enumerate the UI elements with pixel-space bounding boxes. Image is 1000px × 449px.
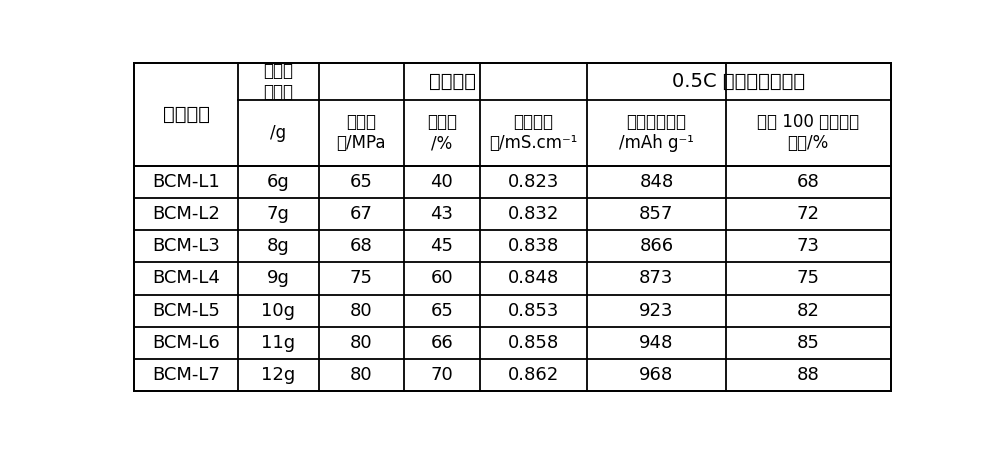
Text: 隔膜名称: 隔膜名称 <box>163 105 210 124</box>
Text: 948: 948 <box>639 334 674 352</box>
Text: 72: 72 <box>797 205 820 223</box>
Text: 离子电导
率/mS.cm⁻¹: 离子电导 率/mS.cm⁻¹ <box>489 114 578 152</box>
Text: 60: 60 <box>431 269 453 287</box>
Text: 85: 85 <box>797 334 820 352</box>
Text: 12g: 12g <box>261 366 295 384</box>
Text: BCM-L7: BCM-L7 <box>152 366 220 384</box>
Text: 0.838: 0.838 <box>508 238 559 255</box>
Text: 11g: 11g <box>261 334 295 352</box>
Text: 43: 43 <box>430 205 453 223</box>
Text: 40: 40 <box>430 173 453 191</box>
Text: BCM-L1: BCM-L1 <box>152 173 220 191</box>
Text: 8g: 8g <box>267 238 290 255</box>
Text: 0.5C 倍率下电池性能: 0.5C 倍率下电池性能 <box>672 72 805 91</box>
Text: 66: 66 <box>430 334 453 352</box>
Text: 0.858: 0.858 <box>508 334 559 352</box>
Text: 孔隙率
/%: 孔隙率 /% <box>427 114 457 152</box>
Text: BCM-L4: BCM-L4 <box>152 269 220 287</box>
Text: 67: 67 <box>350 205 373 223</box>
Text: 隔膜性能: 隔膜性能 <box>429 72 476 91</box>
Text: 0.823: 0.823 <box>508 173 559 191</box>
Text: 45: 45 <box>430 238 453 255</box>
Text: 比容量平均値
/mAh g⁻¹: 比容量平均値 /mAh g⁻¹ <box>619 114 694 152</box>
Text: 80: 80 <box>350 302 372 320</box>
Text: 9g: 9g <box>267 269 290 287</box>
Text: BCM-L2: BCM-L2 <box>152 205 220 223</box>
Text: 80: 80 <box>350 334 372 352</box>
Text: 65: 65 <box>430 302 453 320</box>
Text: 857: 857 <box>639 205 674 223</box>
Text: 80: 80 <box>350 366 372 384</box>
Text: 82: 82 <box>797 302 820 320</box>
Text: 65: 65 <box>350 173 373 191</box>
Text: 0.862: 0.862 <box>508 366 559 384</box>
Text: 0.832: 0.832 <box>508 205 559 223</box>
Text: 半胱氨
酸含量: 半胱氨 酸含量 <box>263 62 293 101</box>
Text: BCM-L6: BCM-L6 <box>152 334 220 352</box>
Text: 75: 75 <box>797 269 820 287</box>
Text: 968: 968 <box>639 366 674 384</box>
Text: 循环 100 次容量保
持率/%: 循环 100 次容量保 持率/% <box>757 114 859 152</box>
Text: 68: 68 <box>797 173 820 191</box>
Text: BCM-L5: BCM-L5 <box>152 302 220 320</box>
Text: 923: 923 <box>639 302 674 320</box>
Text: 10g: 10g <box>261 302 295 320</box>
Text: 848: 848 <box>639 173 674 191</box>
Text: 70: 70 <box>430 366 453 384</box>
Text: 73: 73 <box>797 238 820 255</box>
Text: 0.848: 0.848 <box>508 269 559 287</box>
Text: 75: 75 <box>350 269 373 287</box>
Text: BCM-L3: BCM-L3 <box>152 238 220 255</box>
Text: 7g: 7g <box>267 205 290 223</box>
Text: 0.853: 0.853 <box>508 302 559 320</box>
Text: 拉伸强
度/MPa: 拉伸强 度/MPa <box>336 114 386 152</box>
Text: /g: /g <box>270 124 286 142</box>
Text: 6g: 6g <box>267 173 290 191</box>
Text: 866: 866 <box>639 238 673 255</box>
Text: 68: 68 <box>350 238 373 255</box>
Text: 873: 873 <box>639 269 674 287</box>
Text: 88: 88 <box>797 366 820 384</box>
